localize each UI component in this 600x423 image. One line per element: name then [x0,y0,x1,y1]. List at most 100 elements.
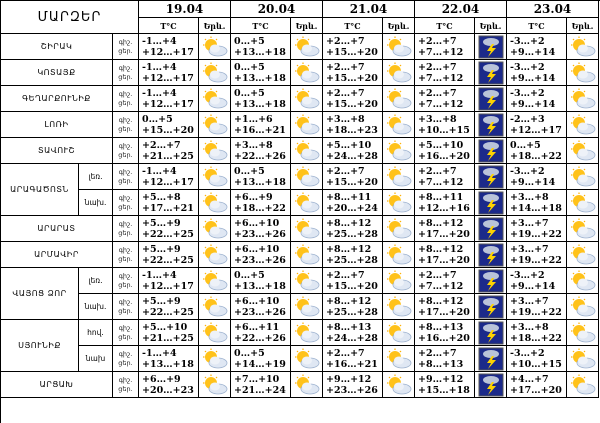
temperature-text: +8…+11 [418,191,464,203]
temperature-text: +18…+23 [326,124,378,136]
temperature: +5…+9 +22…+25 [139,216,199,242]
temperature-text: +15…+20 [326,98,378,110]
temperature-text: +25…+28 [326,254,378,266]
weather-icon [567,372,599,398]
temperature: +5…+9 +22…+25 [139,294,199,320]
temperature: +5…+10 +21…+25 [139,320,199,346]
temperature-text: +7…+12 [418,46,464,58]
weather-icon [475,34,507,60]
weather-icon [383,190,415,216]
temperature-text: +8…+11 [326,191,372,203]
weather-icon [291,242,323,268]
weather-icon [383,320,415,346]
temperature-text: 0…+5 [234,165,265,177]
icon-partly-cloudy [202,296,227,316]
temp-label: T°C [507,18,567,34]
icon-partly-cloudy [294,114,319,134]
temperature-text: +2…+7 [142,139,181,151]
temperature-text: +8…+12 [326,295,372,307]
temperature-text: +5…+10 [418,139,464,151]
temperature-text: +18…+22 [510,150,562,162]
temperature-text: +9…+14 [510,46,556,58]
temperature-text: +21…+25 [142,150,194,162]
temperature-text: +22…+25 [142,254,194,266]
icon-label-text: Երև. [295,20,318,31]
period-labels-text: ցեր. [118,72,133,81]
temperature-text: +20…+23 [142,384,194,396]
period-labels: գիշ. ցեր. [113,164,139,190]
icon-partly-cloudy [202,322,227,342]
icon-partly-cloudy [294,244,319,264]
temperature-text: +2…+7 [418,61,457,73]
weather-icon [475,320,507,346]
period-labels-text: գիշ. [118,375,133,384]
icon-partly-cloudy [202,218,227,238]
region-name: ԼՈՌԻ [1,112,113,138]
temperature: +2…+7 +15…+20 [323,60,383,86]
temp-label-text: T°C [160,20,177,31]
temperature-text: +8…+12 [418,217,464,229]
icon-partly-cloudy [386,88,411,108]
period-labels-text: գիշ. [118,323,133,332]
temperature: +9…+12 +23…+26 [323,372,383,398]
icon-label-text: Երև. [203,20,226,31]
weather-icon [475,112,507,138]
period-labels-text: ցեր. [118,46,133,55]
icon-partly-cloudy [386,218,411,238]
icon-thunderstorm [478,295,503,318]
icon-partly-cloudy [294,88,319,108]
temperature: -1…+4 +12…+17 [139,164,199,190]
period-labels-text: գիշ. [118,63,133,72]
region-name: ԱՐԱՐԱՏ [1,216,113,242]
icon-thunderstorm [478,347,503,370]
icon-partly-cloudy [202,140,227,160]
temperature-text: +7…+10 [234,373,280,385]
weather-icon [199,164,231,190]
icon-partly-cloudy [570,348,595,368]
temperature: -1…+4 +12…+17 [139,86,199,112]
icon-partly-cloudy [294,270,319,290]
icon-partly-cloudy [570,166,595,186]
temperature-text: +8…+13 [418,358,464,370]
icon-label-text: Երև. [387,20,410,31]
weather-icon [199,268,231,294]
icon-partly-cloudy [570,62,595,82]
temperature: +3…+7 +19…+22 [507,294,567,320]
weather-icon [291,138,323,164]
temperature-text: +22…+26 [234,332,286,344]
zone-label: նախ. [79,190,113,216]
icon-partly-cloudy [570,296,595,316]
period-labels-text: գիշ. [118,141,133,150]
temperature-text: -1…+4 [142,269,177,281]
weather-icon [199,216,231,242]
temperature-text: +23…+26 [234,254,286,266]
temperature-text: +15…+20 [326,176,378,188]
temperature-text: +15…+18 [418,384,470,396]
icon-partly-cloudy [294,322,319,342]
weather-icon [199,294,231,320]
icon-partly-cloudy [570,88,595,108]
temperature: +6…+10 +23…+26 [231,216,291,242]
weather-icon [291,216,323,242]
temperature-text: +20…+24 [326,202,378,214]
weather-icon [199,138,231,164]
temperature-text: +8…+12 [418,295,464,307]
icon-partly-cloudy [202,270,227,290]
period-labels-text: ցեր. [118,202,133,211]
temperature-text: +17…+21 [142,202,194,214]
temperature-text: +5…+9 [142,217,181,229]
icon-partly-cloudy [386,322,411,342]
region-name: ՎԱՅՈՑ ՁՈՐ [1,268,79,320]
icon-label: Երև. [383,18,415,34]
period-labels-text: ցեր. [118,358,133,367]
temperature-text: +3…+7 [510,217,549,229]
period-labels: գիշ. ցեր. [113,372,139,398]
temperature-text: +16…+20 [418,332,470,344]
temperature: -1…+4 +12…+17 [139,34,199,60]
period-labels-text: գիշ. [118,271,133,280]
period-labels: գիշ. ցեր. [113,60,139,86]
temperature-text: -3…+2 [510,269,545,281]
temperature-text: +5…+9 [142,295,181,307]
icon-partly-cloudy [570,36,595,56]
